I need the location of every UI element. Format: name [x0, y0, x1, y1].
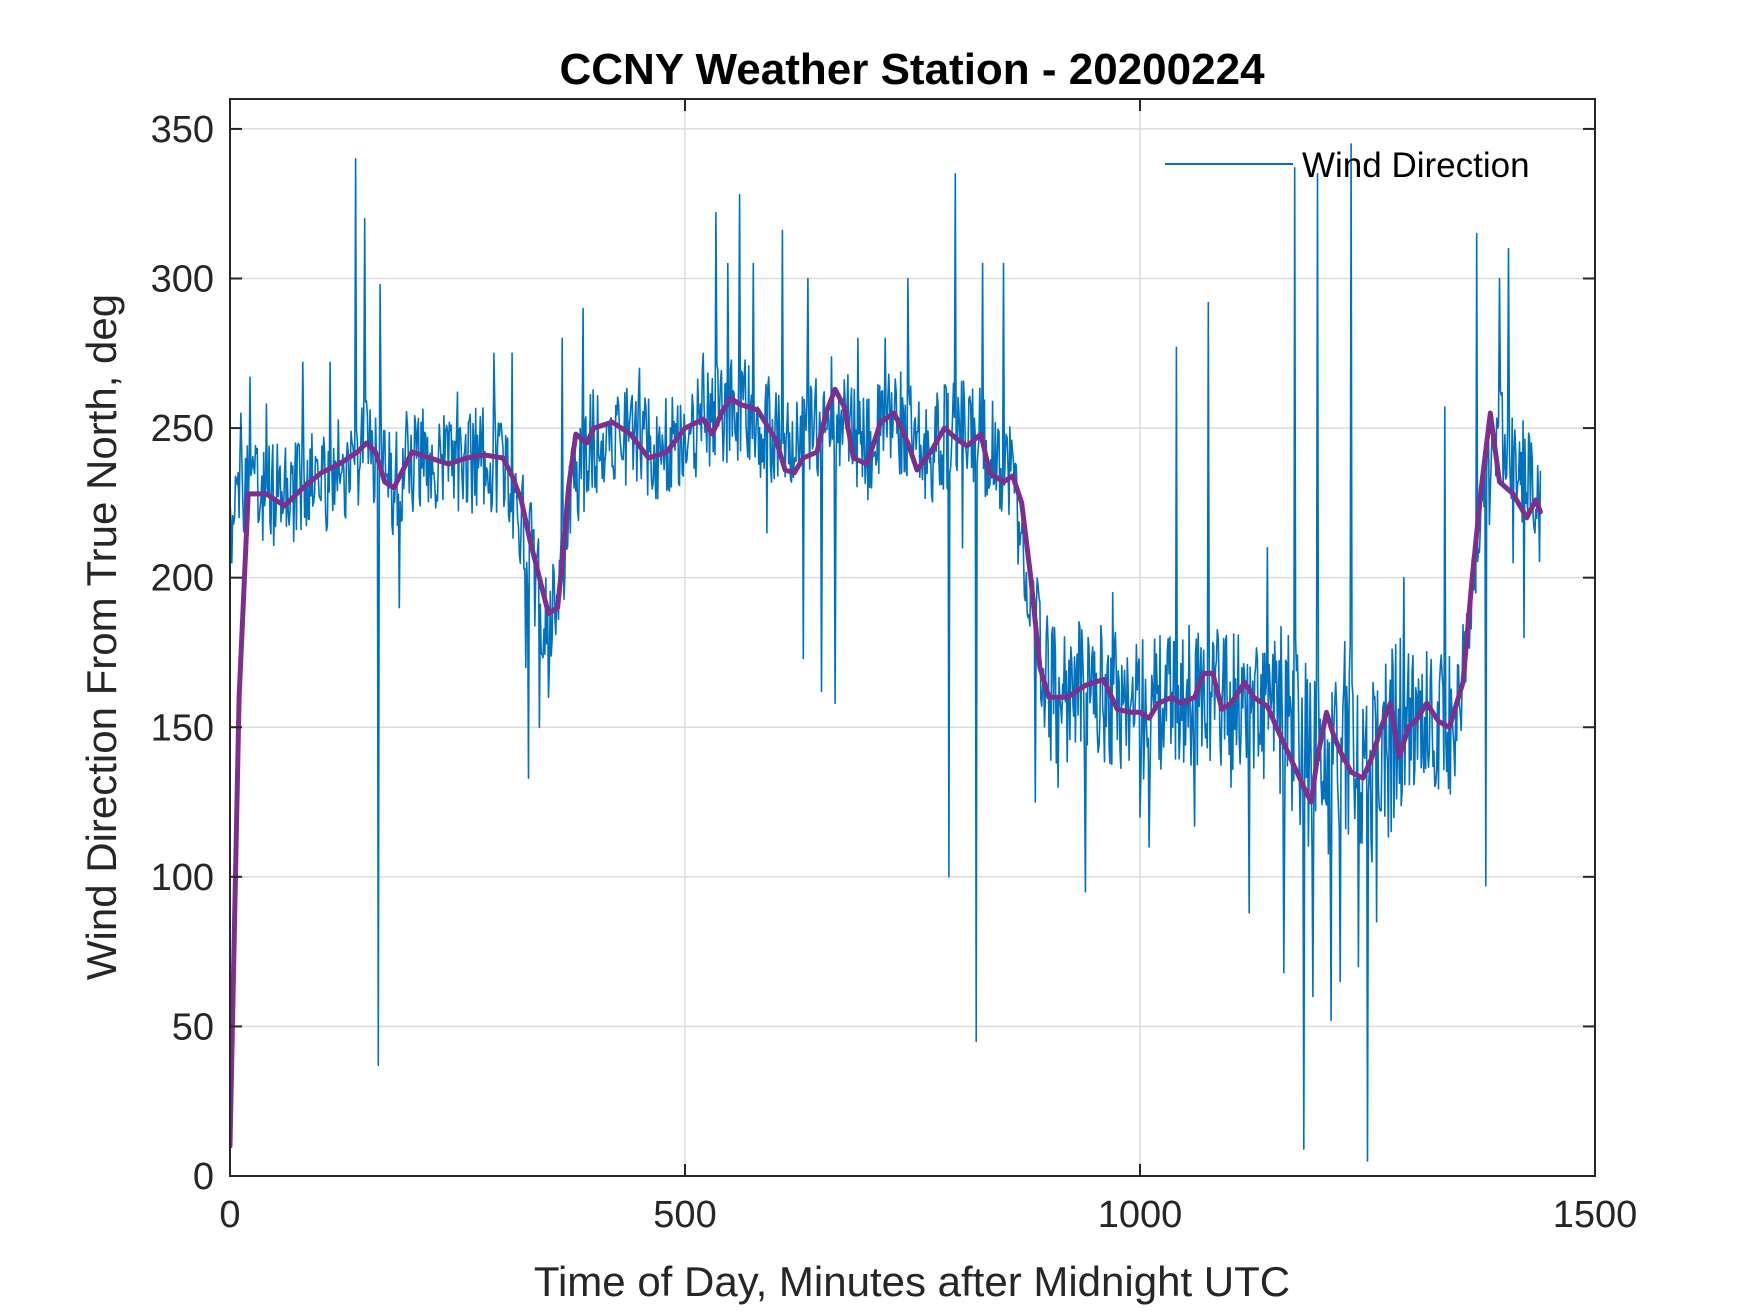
series-smoothed	[230, 386, 1543, 1149]
y-tick-labels: 0 50 100 150 200 250 300 350	[151, 109, 214, 1198]
y-tick-label: 50	[172, 1006, 214, 1048]
tick-marks	[229, 99, 1596, 1177]
legend: Wind Direction	[1165, 146, 1530, 185]
x-axis-label: Time of Day, Minutes after Midnight UTC	[534, 1258, 1290, 1305]
legend-label-wind-direction: Wind Direction	[1302, 146, 1530, 185]
y-axis-label: Wind Direction From True North, deg	[78, 294, 125, 980]
x-tick-label: 500	[653, 1194, 716, 1236]
y-tick-label: 0	[193, 1156, 214, 1198]
chart-title: CCNY Weather Station - 20200224	[559, 45, 1265, 94]
y-tick-label: 350	[151, 109, 214, 151]
x-tick-label: 1500	[1553, 1194, 1638, 1236]
x-tick-labels: 0 500 1000 1500	[219, 1194, 1637, 1236]
y-tick-label: 150	[151, 707, 214, 749]
y-tick-label: 200	[151, 558, 214, 600]
series-wind-direction	[230, 143, 1542, 1162]
axes-box	[229, 98, 1596, 1177]
y-tick-label: 250	[151, 408, 214, 450]
y-tick-label: 100	[151, 857, 214, 899]
plot-area	[230, 143, 1543, 1162]
y-tick-label: 300	[151, 259, 214, 301]
series-layer	[230, 143, 1543, 1162]
x-tick-label: 0	[219, 1194, 240, 1236]
x-tick-label: 1000	[1098, 1194, 1183, 1236]
